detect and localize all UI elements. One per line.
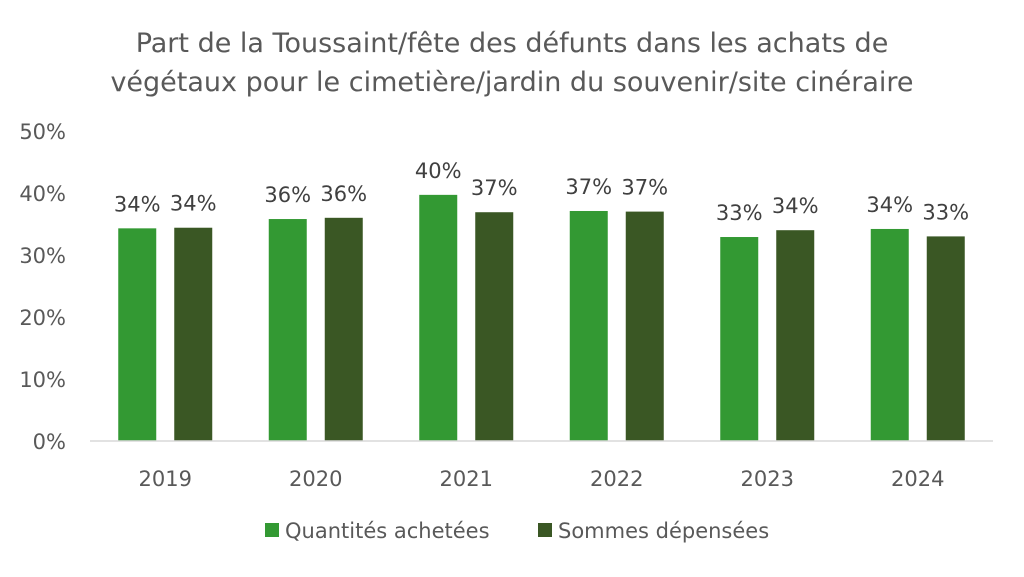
bar-quantites-2021 — [419, 194, 458, 441]
bar-quantites-2019 — [118, 228, 157, 441]
bar-quantites-2020 — [268, 219, 307, 441]
bar-sommes-2020 — [324, 217, 363, 441]
legend-swatch — [265, 523, 279, 537]
data-label: 40% — [415, 159, 462, 183]
bar-quantites-2024 — [870, 228, 909, 441]
x-tick-label: 2024 — [891, 467, 944, 491]
x-tick-label: 2020 — [289, 467, 342, 491]
data-label: 34% — [866, 193, 913, 217]
data-label: 36% — [320, 182, 367, 206]
x-tick-label: 2023 — [741, 467, 794, 491]
data-label: 34% — [772, 194, 819, 218]
data-label: 33% — [922, 200, 969, 224]
bar-sommes-2022 — [625, 211, 664, 441]
bar-sommes-2024 — [926, 236, 965, 441]
x-tick-label: 2022 — [590, 467, 643, 491]
data-label: 36% — [264, 183, 311, 207]
chart-title-line-2: végétaux pour le cimetière/jardin du sou… — [110, 67, 913, 98]
bar-sommes-2021 — [475, 212, 514, 441]
data-label: 34% — [114, 192, 161, 216]
y-tick-label: 0% — [33, 430, 66, 454]
y-tick-label: 40% — [19, 182, 66, 206]
legend-swatch — [538, 523, 552, 537]
data-label: 37% — [471, 176, 518, 200]
x-tick-label: 2019 — [139, 467, 192, 491]
bar-quantites-2022 — [569, 210, 608, 441]
y-tick-label: 50% — [19, 120, 66, 144]
y-tick-label: 20% — [19, 306, 66, 330]
legend-label: Sommes dépensées — [558, 519, 769, 543]
bar-sommes-2023 — [776, 230, 815, 441]
bar-sommes-2019 — [174, 227, 213, 441]
y-tick-label: 10% — [19, 368, 66, 392]
data-label: 33% — [716, 201, 763, 225]
y-tick-label: 30% — [19, 244, 66, 268]
bar-quantites-2023 — [720, 237, 759, 441]
legend-label: Quantités achetées — [285, 519, 490, 543]
data-label: 37% — [621, 176, 668, 200]
x-tick-label: 2021 — [440, 467, 493, 491]
chart-title-line-1: Part de la Toussaint/fête des défunts da… — [136, 28, 889, 59]
data-label: 37% — [565, 175, 612, 199]
data-label: 34% — [170, 192, 217, 216]
